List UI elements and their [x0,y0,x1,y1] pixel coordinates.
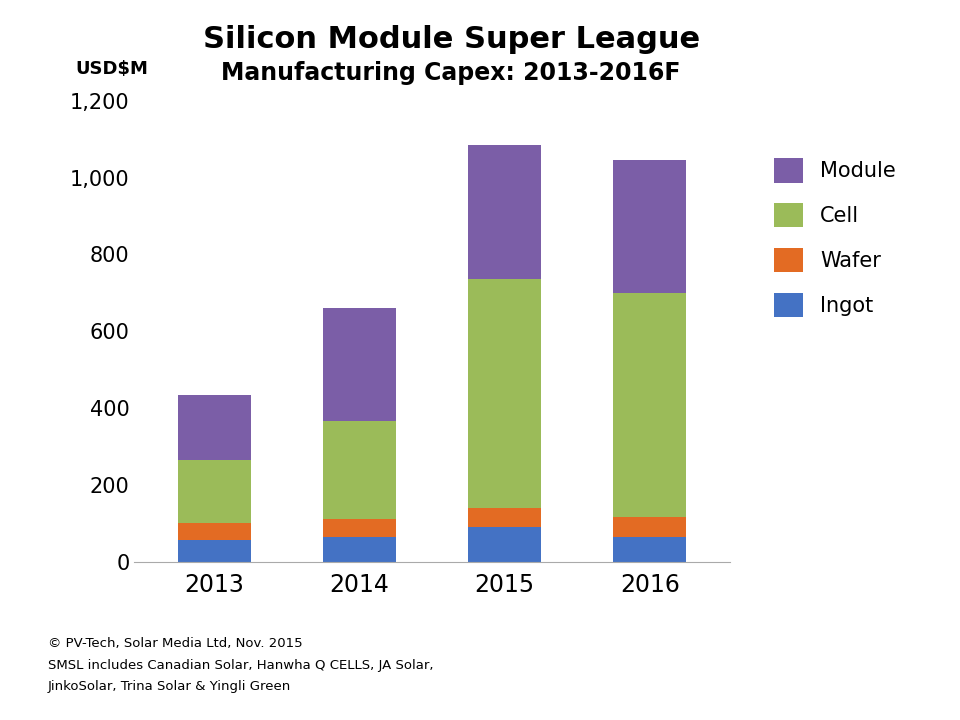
Text: USD$M: USD$M [75,60,148,78]
Bar [468,145,540,279]
Text: Silicon Module Super League: Silicon Module Super League [203,25,700,54]
Text: Manufacturing Capex: 2013-2016F: Manufacturing Capex: 2013-2016F [222,61,681,85]
Bar [613,536,686,562]
Bar [468,279,540,508]
Bar [178,541,251,562]
Bar [324,536,396,562]
Bar [468,508,540,527]
Legend: Module, Cell, Wafer, Ingot: Module, Cell, Wafer, Ingot [764,148,906,328]
Bar [613,293,686,518]
Bar [178,460,251,523]
Bar [613,518,686,536]
Text: JinkoSolar, Trina Solar & Yingli Green: JinkoSolar, Trina Solar & Yingli Green [48,680,291,693]
Text: © PV-Tech, Solar Media Ltd, Nov. 2015: © PV-Tech, Solar Media Ltd, Nov. 2015 [48,637,302,650]
Bar [178,395,251,460]
Bar [613,161,686,293]
Bar [324,308,396,421]
Bar [178,523,251,541]
Text: SMSL includes Canadian Solar, Hanwha Q CELLS, JA Solar,: SMSL includes Canadian Solar, Hanwha Q C… [48,659,434,672]
Bar [324,519,396,536]
Bar [324,421,396,519]
Bar [468,527,540,562]
